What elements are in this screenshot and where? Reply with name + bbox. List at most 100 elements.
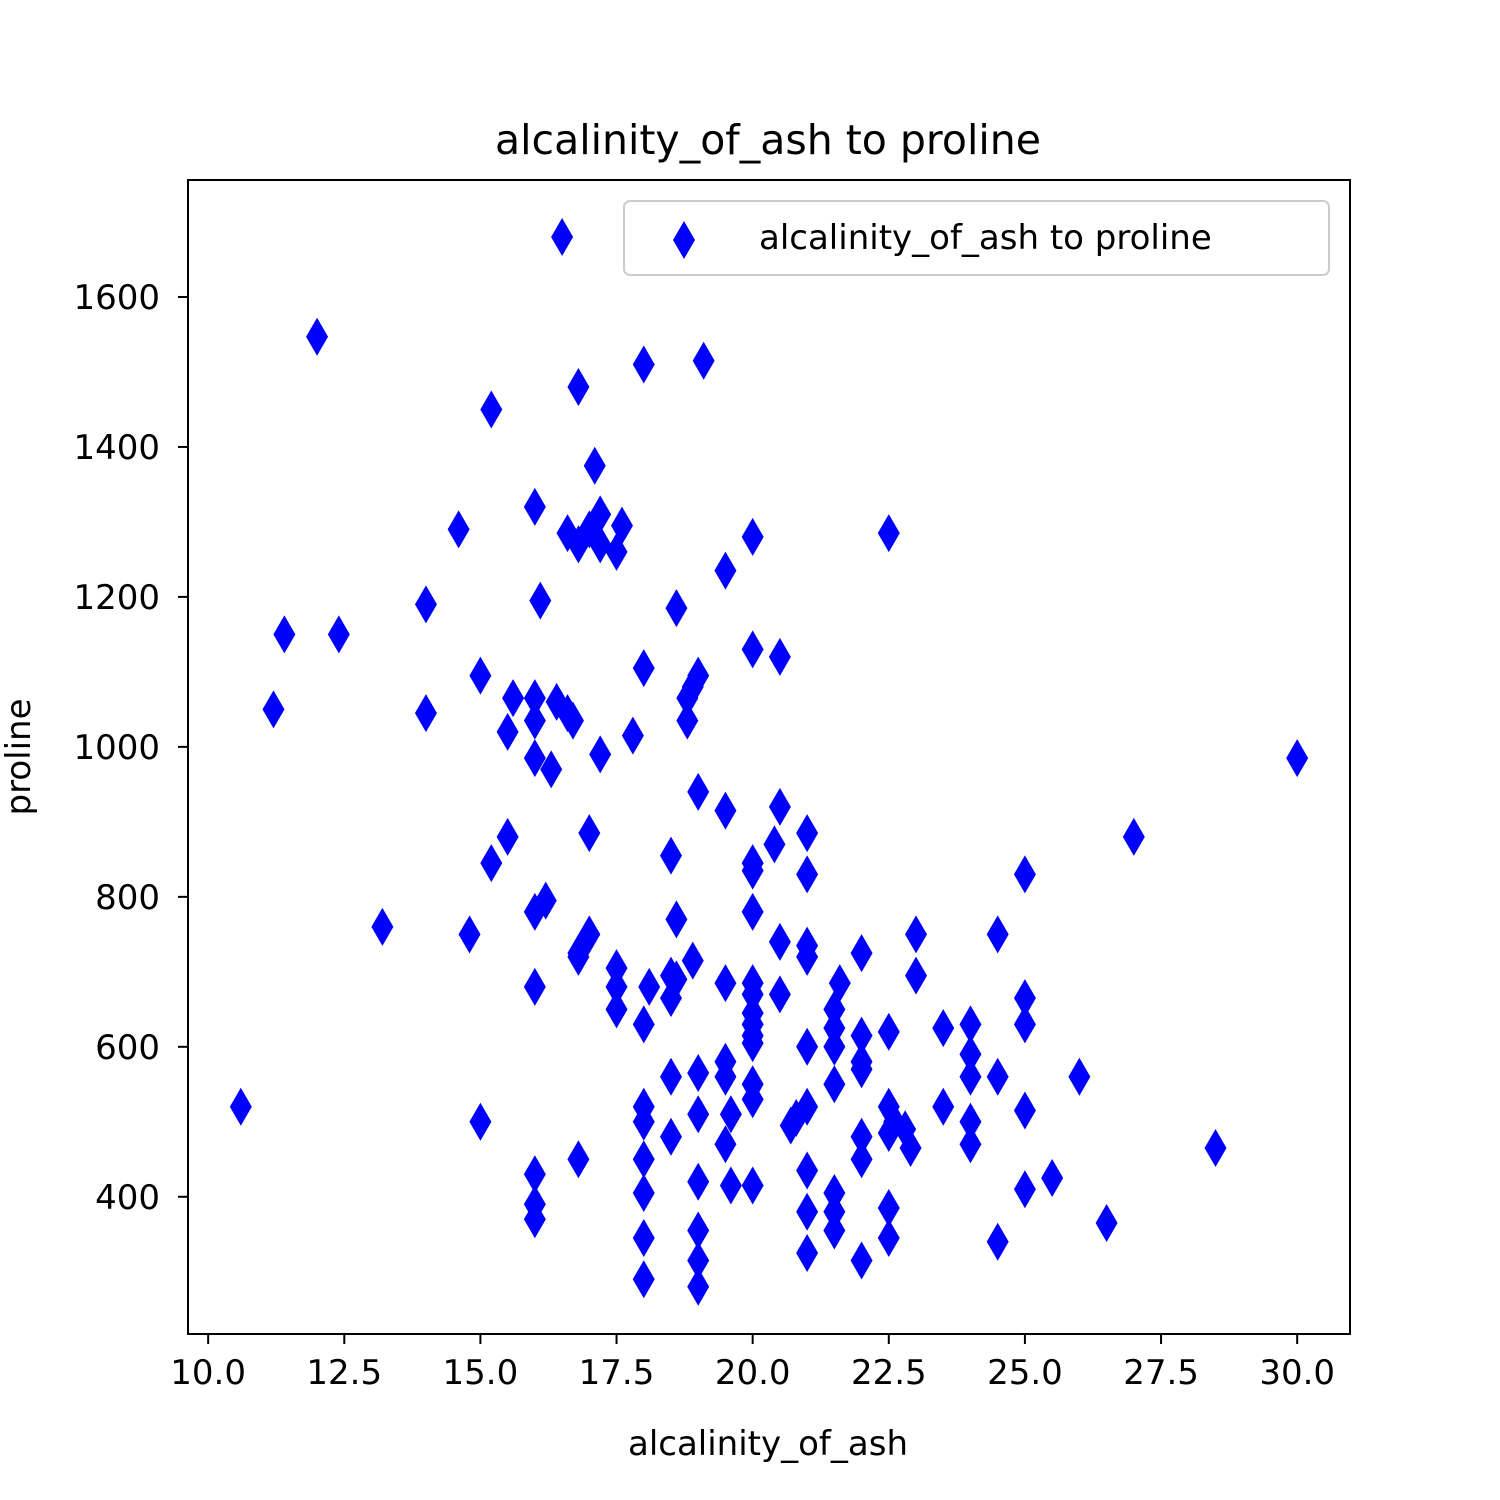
data-point	[523, 1200, 546, 1239]
data-point	[306, 317, 329, 356]
data-point	[899, 1129, 922, 1168]
data-point	[414, 694, 437, 733]
data-point	[692, 341, 715, 380]
data-point	[632, 1219, 655, 1258]
data-point	[583, 446, 606, 485]
data-point	[1041, 1159, 1064, 1198]
data-point	[1013, 1005, 1036, 1044]
data-point	[932, 1087, 955, 1126]
data-point	[714, 791, 737, 830]
data-point	[1013, 979, 1036, 1018]
data-point	[986, 1057, 1009, 1096]
data-point	[551, 217, 574, 256]
data-point	[796, 1192, 819, 1231]
data-points	[229, 217, 1309, 1306]
chart-title: alcalinity_of_ash to proline	[495, 116, 1041, 164]
data-point	[327, 615, 350, 654]
data-point	[659, 836, 682, 875]
data-point	[632, 345, 655, 384]
data-point	[605, 967, 628, 1006]
x-tick-label: 15.0	[443, 1353, 519, 1393]
data-point	[676, 701, 699, 740]
data-point	[850, 1140, 873, 1179]
data-point	[1013, 1091, 1036, 1130]
data-point	[523, 679, 546, 718]
y-axis-title: proline	[0, 699, 39, 816]
data-point	[768, 975, 791, 1014]
x-tick-label: 12.5	[306, 1353, 382, 1393]
y-tick-label: 800	[95, 878, 160, 918]
y-axis-ticks: 400 600 800 1000 1200 1400 1600	[73, 278, 188, 1218]
data-point	[932, 1009, 955, 1048]
data-point	[714, 964, 737, 1003]
data-point	[905, 915, 928, 954]
data-point	[632, 1140, 655, 1179]
data-point	[523, 967, 546, 1006]
data-point	[741, 892, 764, 931]
data-point	[687, 772, 710, 811]
x-tick-label: 17.5	[579, 1353, 655, 1393]
legend: alcalinity_of_ash to proline	[623, 200, 1330, 276]
data-point	[741, 1166, 764, 1205]
data-point	[823, 1065, 846, 1104]
data-point	[850, 1016, 873, 1055]
data-point	[850, 1117, 873, 1156]
legend-box	[623, 200, 1330, 276]
data-point	[959, 1102, 982, 1141]
data-point	[1095, 1204, 1118, 1243]
data-point	[687, 1267, 710, 1306]
plot-frame	[187, 179, 1351, 1335]
data-point	[638, 967, 661, 1006]
y-tick-label: 1200	[73, 578, 160, 618]
data-point	[480, 390, 503, 429]
data-point	[681, 941, 704, 980]
data-point	[719, 1166, 742, 1205]
data-point	[273, 615, 296, 654]
x-tick-label: 22.5	[851, 1353, 927, 1393]
y-tick-label: 600	[95, 1028, 160, 1068]
data-point	[589, 525, 612, 564]
y-tick-label: 1400	[73, 428, 160, 468]
data-point	[480, 844, 503, 883]
x-axis-title: alcalinity_of_ash	[628, 1424, 908, 1464]
data-point	[659, 1057, 682, 1096]
data-point	[469, 1102, 492, 1141]
data-point	[877, 1012, 900, 1051]
data-point	[741, 1024, 764, 1063]
data-point	[741, 630, 764, 669]
data-point	[632, 649, 655, 688]
data-point	[523, 739, 546, 778]
data-point	[1068, 1057, 1091, 1096]
data-point	[796, 937, 819, 976]
data-point	[796, 1234, 819, 1273]
x-tick-label: 10.0	[170, 1353, 246, 1393]
data-point	[687, 1095, 710, 1134]
legend-marker	[673, 221, 695, 259]
data-point	[469, 656, 492, 695]
data-point	[959, 1125, 982, 1164]
data-point	[1013, 855, 1036, 894]
data-point	[959, 1057, 982, 1096]
data-point	[796, 855, 819, 894]
data-point	[414, 585, 437, 624]
data-point	[986, 1222, 1009, 1261]
data-point	[262, 690, 285, 729]
data-point	[877, 1189, 900, 1228]
data-point	[823, 1027, 846, 1066]
data-point	[687, 1162, 710, 1201]
data-point	[605, 532, 628, 571]
data-point	[1122, 817, 1145, 856]
data-point	[687, 1054, 710, 1093]
x-tick-label: 27.5	[1123, 1353, 1199, 1393]
data-point	[763, 825, 786, 864]
data-point	[567, 1140, 590, 1179]
data-point	[850, 934, 873, 973]
data-point	[741, 517, 764, 556]
data-point	[589, 735, 612, 774]
data-point	[796, 1027, 819, 1066]
data-point	[1204, 1129, 1227, 1168]
data-point	[447, 510, 470, 549]
data-point	[877, 1219, 900, 1258]
data-point	[567, 367, 590, 406]
